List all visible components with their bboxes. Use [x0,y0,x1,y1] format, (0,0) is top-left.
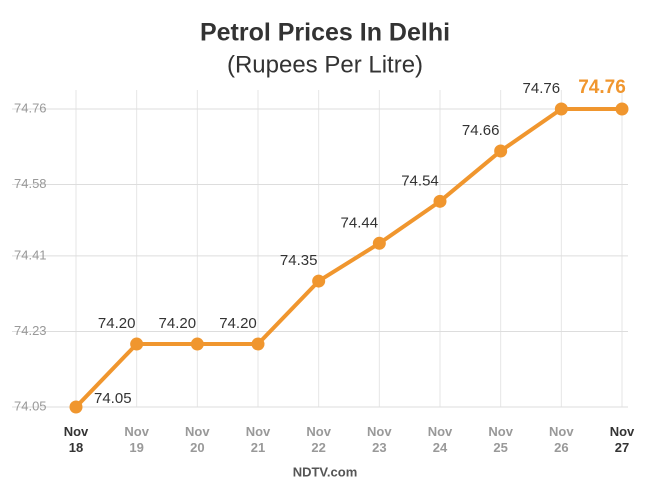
point [130,337,144,351]
y-tick-label: 74.23 [14,323,47,338]
value-label: 74.76 [578,77,626,98]
value-label: 74.66 [462,122,500,139]
value-label: 74.35 [280,252,318,269]
x-tick-label: Nov 24 [427,424,453,455]
value-label: 74.54 [401,172,439,189]
value-label: 74.20 [98,315,136,332]
y-tick-label: 74.41 [14,247,47,262]
y-tick-label: 74.58 [14,176,47,191]
point [372,236,386,250]
x-tick-label: Nov 21 [245,424,271,455]
x-tick-label: Nov 25 [488,424,513,455]
point [554,102,568,116]
x-tick-label: Nov 27 [609,424,635,455]
value-label: 74.05 [94,390,132,407]
x-tick-label: Nov 22 [306,424,331,455]
point [190,337,204,351]
value-label: 74.76 [523,80,561,97]
chart-subtitle: (Rupees Per Litre) [227,51,423,78]
value-label: 74.44 [341,214,379,231]
value-label: 74.20 [159,315,197,332]
value-label: 74.20 [219,315,257,332]
y-tick-label: 74.05 [14,398,47,413]
x-tick-label: Nov 20 [185,424,210,455]
x-tick-label: Nov 26 [549,424,574,455]
point [433,194,447,208]
point [494,144,508,158]
y-tick-label: 74.76 [14,100,47,115]
point [69,400,83,414]
chart-title: Petrol Prices In Delhi [200,19,450,47]
point [615,102,629,116]
x-tick-label: Nov 19 [124,424,149,455]
x-tick-label: Nov 23 [367,424,392,455]
x-tick-label: Nov 18 [63,424,89,455]
source: NDTV.com [293,464,358,479]
point [251,337,265,351]
line [74,107,622,409]
point [312,274,326,288]
